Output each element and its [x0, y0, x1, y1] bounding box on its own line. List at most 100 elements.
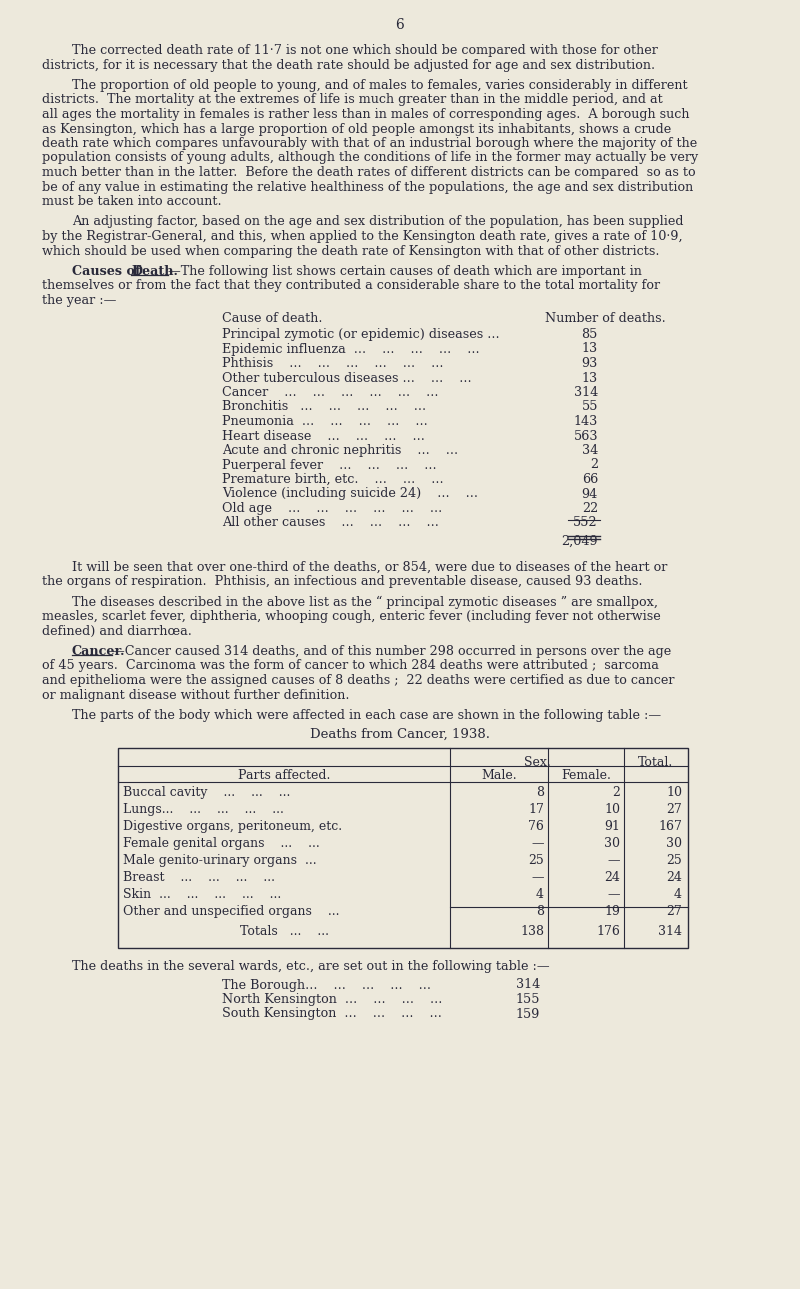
Text: of 45 years.  Carcinoma was the form of cancer to which 284 deaths were attribut: of 45 years. Carcinoma was the form of c…	[42, 660, 659, 673]
Text: by the Registrar-General, and this, when applied to the Kensington death rate, g: by the Registrar-General, and this, when…	[42, 229, 682, 244]
Text: 143: 143	[574, 415, 598, 428]
Text: population consists of young adults, although the conditions of life in the form: population consists of young adults, alt…	[42, 152, 698, 165]
Text: The diseases described in the above list as the “ principal zymotic diseases ” a: The diseases described in the above list…	[72, 596, 658, 608]
Text: Premature birth, etc.    ...    ...    ...: Premature birth, etc. ... ... ...	[222, 473, 444, 486]
Text: must be taken into account.: must be taken into account.	[42, 195, 222, 208]
Text: 25: 25	[666, 855, 682, 867]
Text: Causes of: Causes of	[72, 266, 150, 278]
Text: which should be used when comparing the death rate of Kensington with that of ot: which should be used when comparing the …	[42, 245, 659, 258]
Text: Principal zymotic (or epidemic) diseases ...: Principal zymotic (or epidemic) diseases…	[222, 327, 500, 342]
Text: 13: 13	[582, 343, 598, 356]
Text: 176: 176	[596, 926, 620, 938]
Text: Death.: Death.	[131, 266, 178, 278]
Text: Male genito-urinary organs  ...: Male genito-urinary organs ...	[123, 855, 317, 867]
Text: Female.: Female.	[561, 770, 611, 782]
Text: 10: 10	[666, 786, 682, 799]
Text: 4: 4	[674, 888, 682, 901]
Text: 155: 155	[515, 993, 540, 1005]
Text: as Kensington, which has a large proportion of old people amongst its inhabitant: as Kensington, which has a large proport…	[42, 122, 671, 135]
Text: The corrected death rate of 11·7 is not one which should be compared with those : The corrected death rate of 11·7 is not …	[72, 44, 658, 57]
Text: Deaths from Cancer, 1938.: Deaths from Cancer, 1938.	[310, 727, 490, 740]
Text: 2: 2	[590, 459, 598, 472]
Text: 34: 34	[582, 443, 598, 458]
Text: defined) and diarrhœa.: defined) and diarrhœa.	[42, 624, 192, 638]
Text: 55: 55	[582, 401, 598, 414]
Text: measles, scarlet fever, diphtheria, whooping cough, enteric fever (including fev: measles, scarlet fever, diphtheria, whoo…	[42, 610, 661, 623]
Text: Sex.: Sex.	[524, 757, 550, 770]
Text: The deaths in the several wards, etc., are set out in the following table :—: The deaths in the several wards, etc., a…	[72, 960, 550, 973]
Text: The parts of the body which were affected in each case are shown in the followin: The parts of the body which were affecte…	[72, 709, 661, 722]
Text: death rate which compares unfavourably with that of an industrial borough where : death rate which compares unfavourably w…	[42, 137, 698, 150]
Text: Totals   ...    ...: Totals ... ...	[239, 926, 329, 938]
Text: 85: 85	[582, 327, 598, 342]
Text: 167: 167	[658, 820, 682, 833]
Text: all ages the mortality in females is rather less than in males of corresponding : all ages the mortality in females is rat…	[42, 108, 690, 121]
Text: 563: 563	[574, 429, 598, 442]
Text: Buccal cavity    ...    ...    ...: Buccal cavity ... ... ...	[123, 786, 290, 799]
Text: 94: 94	[582, 487, 598, 500]
Text: Male.: Male.	[481, 770, 517, 782]
Text: Female genital organs    ...    ...: Female genital organs ... ...	[123, 837, 320, 849]
Text: Epidemic influenza  ...    ...    ...    ...    ...: Epidemic influenza ... ... ... ... ...	[222, 343, 480, 356]
Text: —The following list shows certain causes of death which are important in: —The following list shows certain causes…	[168, 266, 642, 278]
Text: The proportion of old people to young, and of males to females, varies considera: The proportion of old people to young, a…	[72, 79, 688, 92]
Text: Breast    ...    ...    ...    ...: Breast ... ... ... ...	[123, 871, 275, 884]
Text: 19: 19	[604, 905, 620, 918]
Text: 22: 22	[582, 501, 598, 516]
Text: 8: 8	[536, 905, 544, 918]
Text: be of any value in estimating the relative healthiness of the populations, the a: be of any value in estimating the relati…	[42, 180, 694, 193]
Text: Lungs...    ...    ...    ...    ...: Lungs... ... ... ... ...	[123, 803, 284, 816]
Text: 8: 8	[536, 786, 544, 799]
Text: and epithelioma were the assigned causes of 8 deaths ;  22 deaths were certified: and epithelioma were the assigned causes…	[42, 674, 674, 687]
Text: 30: 30	[604, 837, 620, 849]
Text: Cancer    ...    ...    ...    ...    ...    ...: Cancer ... ... ... ... ... ...	[222, 385, 438, 400]
Text: the year :—: the year :—	[42, 294, 116, 307]
Text: 93: 93	[582, 357, 598, 370]
Text: 2,049: 2,049	[562, 535, 598, 548]
Text: 314: 314	[516, 978, 540, 991]
Text: 552: 552	[574, 517, 598, 530]
Text: An adjusting factor, based on the age and sex distribution of the population, ha: An adjusting factor, based on the age an…	[72, 215, 683, 228]
Text: North Kensington  ...    ...    ...    ...: North Kensington ... ... ... ...	[222, 993, 442, 1005]
Text: Other and unspecified organs    ...: Other and unspecified organs ...	[123, 905, 339, 918]
Text: —: —	[607, 855, 620, 867]
Text: 314: 314	[658, 926, 682, 938]
Text: 25: 25	[528, 855, 544, 867]
Text: Puerperal fever    ...    ...    ...    ...: Puerperal fever ... ... ... ...	[222, 459, 437, 472]
Text: 6: 6	[396, 18, 404, 32]
Text: 138: 138	[520, 926, 544, 938]
Text: 2: 2	[612, 786, 620, 799]
Text: districts, for it is necessary that the death rate should be adjusted for age an: districts, for it is necessary that the …	[42, 58, 655, 71]
Text: Number of deaths.: Number of deaths.	[545, 312, 666, 326]
Text: Old age    ...    ...    ...    ...    ...    ...: Old age ... ... ... ... ... ...	[222, 501, 442, 516]
Text: South Kensington  ...    ...    ...    ...: South Kensington ... ... ... ...	[222, 1008, 442, 1021]
Text: Phthisis    ...    ...    ...    ...    ...    ...: Phthisis ... ... ... ... ... ...	[222, 357, 443, 370]
Text: 13: 13	[582, 371, 598, 384]
Text: —: —	[607, 888, 620, 901]
Text: 314: 314	[574, 385, 598, 400]
Bar	[118, 748, 688, 947]
Text: It will be seen that over one-third of the deaths, or 854, were due to diseases : It will be seen that over one-third of t…	[72, 561, 667, 574]
Text: 27: 27	[666, 803, 682, 816]
Text: Total.: Total.	[638, 757, 674, 770]
Text: 91: 91	[604, 820, 620, 833]
Text: Digestive organs, peritoneum, etc.: Digestive organs, peritoneum, etc.	[123, 820, 342, 833]
Text: —: —	[531, 871, 544, 884]
Text: Violence (including suicide 24)    ...    ...: Violence (including suicide 24) ... ...	[222, 487, 478, 500]
Text: 17: 17	[528, 803, 544, 816]
Text: Pneumonia  ...    ...    ...    ...    ...: Pneumonia ... ... ... ... ...	[222, 415, 428, 428]
Text: 4: 4	[536, 888, 544, 901]
Text: the organs of respiration.  Phthisis, an infectious and preventable disease, cau: the organs of respiration. Phthisis, an …	[42, 575, 642, 588]
Text: 159: 159	[516, 1008, 540, 1021]
Text: 66: 66	[582, 473, 598, 486]
Text: All other causes    ...    ...    ...    ...: All other causes ... ... ... ...	[222, 517, 439, 530]
Text: 76: 76	[528, 820, 544, 833]
Text: Bronchitis   ...    ...    ...    ...    ...: Bronchitis ... ... ... ... ...	[222, 401, 426, 414]
Text: —: —	[531, 837, 544, 849]
Text: Other tuberculous diseases ...    ...    ...: Other tuberculous diseases ... ... ...	[222, 371, 472, 384]
Text: Parts affected.: Parts affected.	[238, 770, 330, 782]
Text: themselves or from the fact that they contributed a considerable share to the to: themselves or from the fact that they co…	[42, 280, 660, 293]
Text: 10: 10	[604, 803, 620, 816]
Text: The Borough...    ...    ...    ...    ...: The Borough... ... ... ... ...	[222, 978, 431, 991]
Text: 24: 24	[604, 871, 620, 884]
